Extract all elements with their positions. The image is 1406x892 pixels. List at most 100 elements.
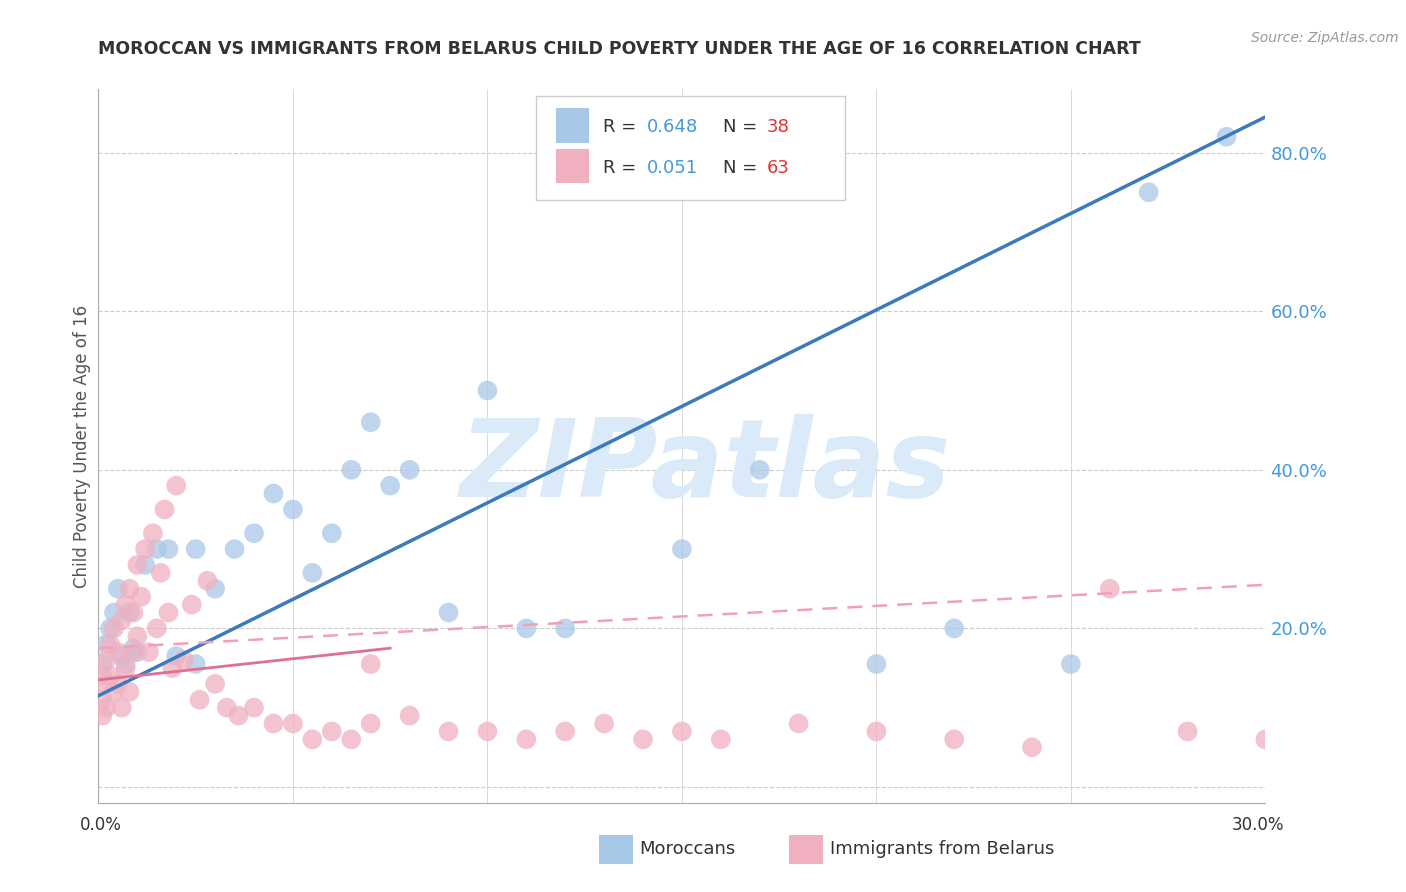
Point xyxy=(477,724,499,739)
Point xyxy=(107,677,129,691)
Point xyxy=(165,478,187,492)
Point xyxy=(107,582,129,596)
Point xyxy=(671,724,693,739)
Point xyxy=(122,641,145,656)
Point xyxy=(1021,740,1043,755)
Point xyxy=(360,716,382,731)
Point xyxy=(321,526,343,541)
Point xyxy=(173,653,195,667)
Text: R =: R = xyxy=(603,159,641,177)
Point xyxy=(671,542,693,557)
Point xyxy=(321,724,343,739)
Text: 0.648: 0.648 xyxy=(647,118,699,136)
Point xyxy=(138,645,160,659)
Point xyxy=(204,677,226,691)
Point xyxy=(943,621,966,635)
Point xyxy=(91,669,114,683)
Y-axis label: Child Poverty Under the Age of 16: Child Poverty Under the Age of 16 xyxy=(73,304,91,588)
Point xyxy=(301,566,323,580)
Point xyxy=(378,478,402,492)
Point xyxy=(262,486,284,500)
Point xyxy=(865,657,887,671)
Point xyxy=(96,653,118,667)
Point xyxy=(228,708,250,723)
Point xyxy=(340,463,363,477)
Point xyxy=(1137,186,1160,200)
Point xyxy=(1215,129,1237,144)
Point xyxy=(1098,582,1121,596)
Point xyxy=(111,649,134,664)
Point xyxy=(360,657,382,671)
Point xyxy=(281,502,304,516)
Text: Immigrants from Belarus: Immigrants from Belarus xyxy=(830,840,1054,858)
Point xyxy=(96,637,118,651)
Point xyxy=(477,384,499,398)
Point xyxy=(127,629,149,643)
Text: R =: R = xyxy=(603,118,641,136)
Point xyxy=(1254,732,1277,747)
Point xyxy=(157,606,180,620)
Point xyxy=(1177,724,1199,739)
Point xyxy=(195,574,218,588)
Point xyxy=(111,614,134,628)
Text: 38: 38 xyxy=(768,118,790,136)
Text: ZIPatlas: ZIPatlas xyxy=(460,415,950,520)
Point xyxy=(98,669,121,683)
Point xyxy=(127,558,149,572)
Point xyxy=(122,645,145,659)
Point xyxy=(224,542,246,557)
Point xyxy=(149,566,172,580)
Point xyxy=(437,606,460,620)
Point xyxy=(91,657,114,671)
Point xyxy=(515,621,537,635)
Point xyxy=(146,542,169,557)
Point xyxy=(204,582,226,596)
Point xyxy=(184,657,207,671)
Point xyxy=(129,590,152,604)
Point xyxy=(710,732,733,747)
Point xyxy=(118,606,141,620)
Point xyxy=(91,708,114,723)
Point xyxy=(118,685,141,699)
Point xyxy=(184,542,207,557)
Point xyxy=(943,732,966,747)
Point xyxy=(157,542,180,557)
Text: 0.0%: 0.0% xyxy=(80,816,122,834)
Text: 63: 63 xyxy=(768,159,790,177)
Point xyxy=(180,598,202,612)
Text: N =: N = xyxy=(723,118,762,136)
Point xyxy=(188,692,211,706)
Point xyxy=(162,661,184,675)
Point xyxy=(865,724,887,739)
Point xyxy=(787,716,810,731)
Point xyxy=(114,598,136,612)
Point xyxy=(122,606,145,620)
Point xyxy=(107,645,129,659)
Point xyxy=(243,526,266,541)
Point xyxy=(515,732,537,747)
Point xyxy=(118,582,141,596)
Text: N =: N = xyxy=(723,159,762,177)
Point xyxy=(301,732,323,747)
FancyBboxPatch shape xyxy=(555,149,589,184)
Point xyxy=(243,700,266,714)
Point xyxy=(340,732,363,747)
Point xyxy=(262,716,284,731)
Point xyxy=(437,724,460,739)
Point xyxy=(554,621,576,635)
Point xyxy=(554,724,576,739)
Point xyxy=(165,649,187,664)
Point xyxy=(281,716,304,731)
Point xyxy=(96,677,118,691)
Point xyxy=(114,661,136,675)
Point xyxy=(127,645,149,659)
Point xyxy=(91,692,114,706)
Point xyxy=(215,700,238,714)
Text: MOROCCAN VS IMMIGRANTS FROM BELARUS CHILD POVERTY UNDER THE AGE OF 16 CORRELATIO: MOROCCAN VS IMMIGRANTS FROM BELARUS CHIL… xyxy=(98,40,1142,58)
Point xyxy=(114,657,136,671)
Point xyxy=(360,415,382,429)
Point xyxy=(748,463,770,477)
Point xyxy=(142,526,165,541)
Point xyxy=(98,621,121,635)
Point xyxy=(134,542,156,557)
